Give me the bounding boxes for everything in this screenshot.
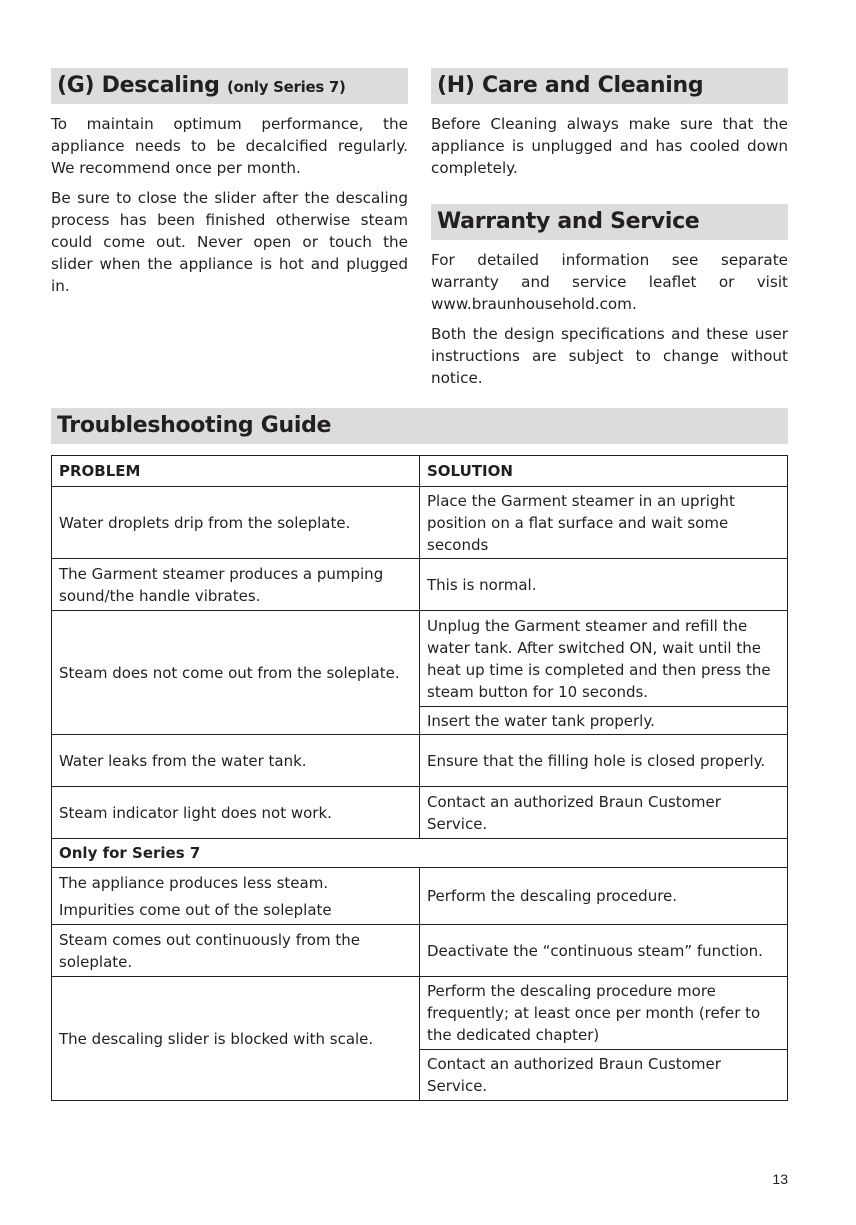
paragraph: For detailed information see separate wa…	[431, 251, 788, 313]
series7-row: Only for Series 7	[51, 838, 788, 868]
descaling-section: (G) Descaling (only Series 7) To maintai…	[51, 68, 408, 305]
problem-cell: Water droplets drip from the soleplate.	[51, 486, 420, 559]
page-number: 13	[772, 1171, 788, 1187]
descaling-heading: (G) Descaling (only Series 7)	[51, 68, 408, 104]
heading-text: (G) Descaling	[57, 73, 220, 98]
solution-cell: Unplug the Garment steamer and refill th…	[419, 610, 788, 707]
paragraph: Both the design specifications and these…	[431, 325, 788, 387]
table-row: The descaling slider is blocked with sca…	[51, 976, 788, 1101]
header-problem: PROBLEM	[51, 455, 420, 487]
heading-note: (only Series 7)	[226, 78, 346, 96]
problem-cell: Steam does not come out from the solepla…	[51, 610, 420, 735]
solution-cell: Perform the descaling procedure more fre…	[419, 976, 788, 1050]
table-row: Steam indicator light does not work. Con…	[51, 786, 788, 839]
series7-label: Only for Series 7	[51, 838, 788, 868]
troubleshooting-table: PROBLEM SOLUTION Water droplets drip fro…	[51, 455, 788, 1101]
solution-cell: Deactivate the “continuous steam” functi…	[419, 924, 788, 977]
problem-line: Impurities come out of the soleplate	[59, 900, 332, 919]
table-row: Water droplets drip from the soleplate. …	[51, 486, 788, 559]
table-row: Steam does not come out from the solepla…	[51, 610, 788, 735]
table-header: PROBLEM SOLUTION	[51, 455, 788, 487]
problem-cell: Water leaks from the water tank.	[51, 734, 420, 787]
table-row: The Garment steamer produces a pumping s…	[51, 558, 788, 611]
table-row: Contact an authorized Braun Customer Ser…	[52, 1049, 788, 1101]
paragraph: Before Cleaning always make sure that th…	[431, 115, 788, 177]
solution-cell: Perform the descaling procedure.	[419, 867, 788, 925]
solution-cell: This is normal.	[419, 558, 788, 611]
problem-cell: The appliance produces less steam. Impur…	[51, 867, 420, 925]
solution-cell: Contact an authorized Braun Customer Ser…	[419, 1049, 788, 1101]
table-row: Insert the water tank properly.	[52, 706, 788, 735]
table-row: The appliance produces less steam. Impur…	[51, 867, 788, 925]
problem-line: The appliance produces less steam.	[59, 873, 329, 892]
solution-cell: Place the Garment steamer in an upright …	[419, 486, 788, 559]
table-row: Steam comes out continuously from the so…	[51, 924, 788, 977]
problem-cell: Steam comes out continuously from the so…	[51, 924, 420, 977]
care-heading: (H) Care and Cleaning	[431, 68, 788, 104]
care-section: (H) Care and Cleaning Before Cleaning al…	[431, 68, 788, 187]
paragraph: Be sure to close the slider after the de…	[51, 189, 408, 295]
problem-cell: The descaling slider is blocked with sca…	[51, 976, 420, 1101]
header-solution: SOLUTION	[419, 455, 788, 487]
solution-cell: Contact an authorized Braun Customer Ser…	[419, 786, 788, 839]
table-row: Water leaks from the water tank. Ensure …	[51, 734, 788, 787]
paragraph: To maintain optimum performance, the app…	[51, 115, 408, 177]
solution-cell: Insert the water tank properly.	[419, 706, 788, 735]
warranty-section: Warranty and Service For detailed inform…	[431, 204, 788, 397]
problem-cell: Steam indicator light does not work.	[51, 786, 420, 839]
solution-cell: Ensure that the filling hole is closed p…	[419, 734, 788, 787]
troubleshooting-heading: Troubleshooting Guide	[51, 408, 788, 444]
problem-cell: The Garment steamer produces a pumping s…	[51, 558, 420, 611]
warranty-heading: Warranty and Service	[431, 204, 788, 240]
